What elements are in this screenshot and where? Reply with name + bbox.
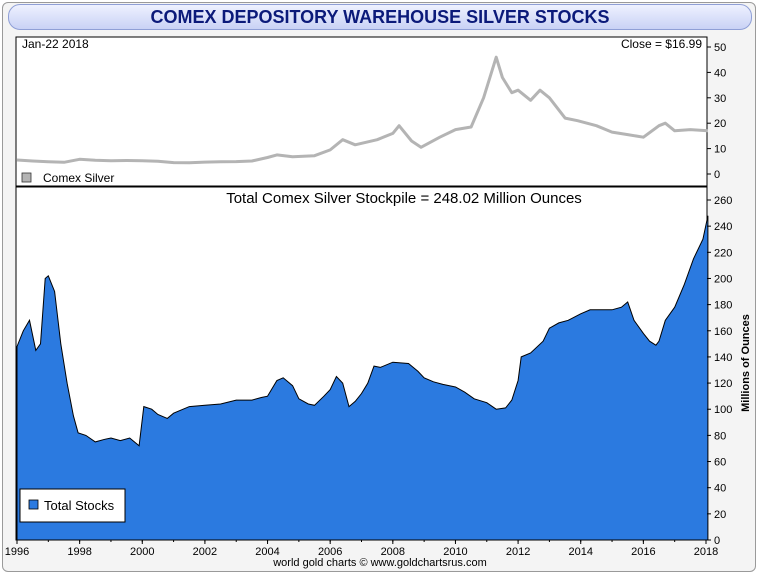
stocks-y-tick-label: 100	[714, 404, 732, 416]
stocks-y-tick-label: 80	[714, 430, 726, 442]
stocks-y-tick-label: 0	[714, 535, 720, 547]
price-y-tick-label: 50	[714, 42, 726, 54]
x-tick-label: 2014	[568, 546, 592, 558]
stocks-y-tick-label: 160	[714, 326, 732, 338]
x-tick-label: 2018	[694, 546, 718, 558]
stocks-y-tick-label: 220	[714, 247, 732, 259]
price-date-label: Jan-22 2018	[22, 37, 89, 51]
price-panel-background	[15, 36, 708, 187]
x-tick-label: 2016	[631, 546, 655, 558]
x-tick-label: 2008	[381, 546, 405, 558]
x-tick-label: 1998	[67, 546, 91, 558]
price-y-tick-label: 30	[714, 93, 726, 105]
stocks-legend-swatch	[28, 499, 39, 510]
price-y-tick-label: 20	[714, 118, 726, 130]
total-stocks-area	[16, 215, 709, 541]
stocks-y-tick-label: 180	[714, 300, 732, 312]
silver-legend-label: Comex Silver	[43, 171, 114, 185]
stocks-y-tick-label: 260	[714, 195, 732, 207]
stocks-panel-title: Total Comex Silver Stockpile = 248.02 Mi…	[226, 190, 582, 207]
stocks-y-tick-label: 60	[714, 457, 726, 469]
price-y-tick-label: 0	[714, 169, 720, 181]
price-close-label: Close = $16.99	[621, 37, 702, 51]
price-y-tick-label: 40	[714, 67, 726, 79]
x-tick-label: 1996	[5, 546, 29, 558]
stocks-y-tick-label: 140	[714, 352, 732, 364]
stocks-y-axis: 0 20 40 60 80 100 120 140 160 180 200 220 240 260	[707, 195, 732, 547]
chart-title: COMEX DEPOSITORY WAREHOUSE SILVER STOCKS	[150, 7, 610, 27]
x-axis: 1996 1998 2000 2002 2004 2006 2008 2010 2012 2014…	[5, 540, 718, 558]
x-tick-label: 2012	[506, 546, 530, 558]
x-tick-label: 2000	[130, 546, 154, 558]
silver-price-line	[16, 55, 709, 165]
stocks-y-tick-label: 240	[714, 221, 732, 233]
x-tick-label: 2004	[255, 546, 279, 558]
stocks-y-tick-label: 20	[714, 509, 726, 521]
stocks-y-axis-label: Millions of Ounces	[740, 314, 752, 412]
stocks-y-tick-label: 40	[714, 483, 726, 495]
price-y-tick-label: 10	[714, 144, 726, 156]
stocks-legend-label: Total Stocks	[44, 498, 115, 513]
stocks-y-tick-label: 200	[714, 273, 732, 285]
silver-legend-swatch	[21, 172, 32, 183]
stocks-y-tick-label: 120	[714, 378, 732, 390]
footer-credit: world gold charts © www.goldchartsrus.co…	[273, 557, 487, 569]
title-bar: COMEX DEPOSITORY WAREHOUSE SILVER STOCKS	[8, 4, 752, 30]
price-y-axis: 0 10 20 30 40 50	[707, 42, 726, 181]
x-tick-label: 2002	[193, 546, 217, 558]
x-tick-label: 2006	[318, 546, 342, 558]
x-tick-label: 2010	[443, 546, 467, 558]
